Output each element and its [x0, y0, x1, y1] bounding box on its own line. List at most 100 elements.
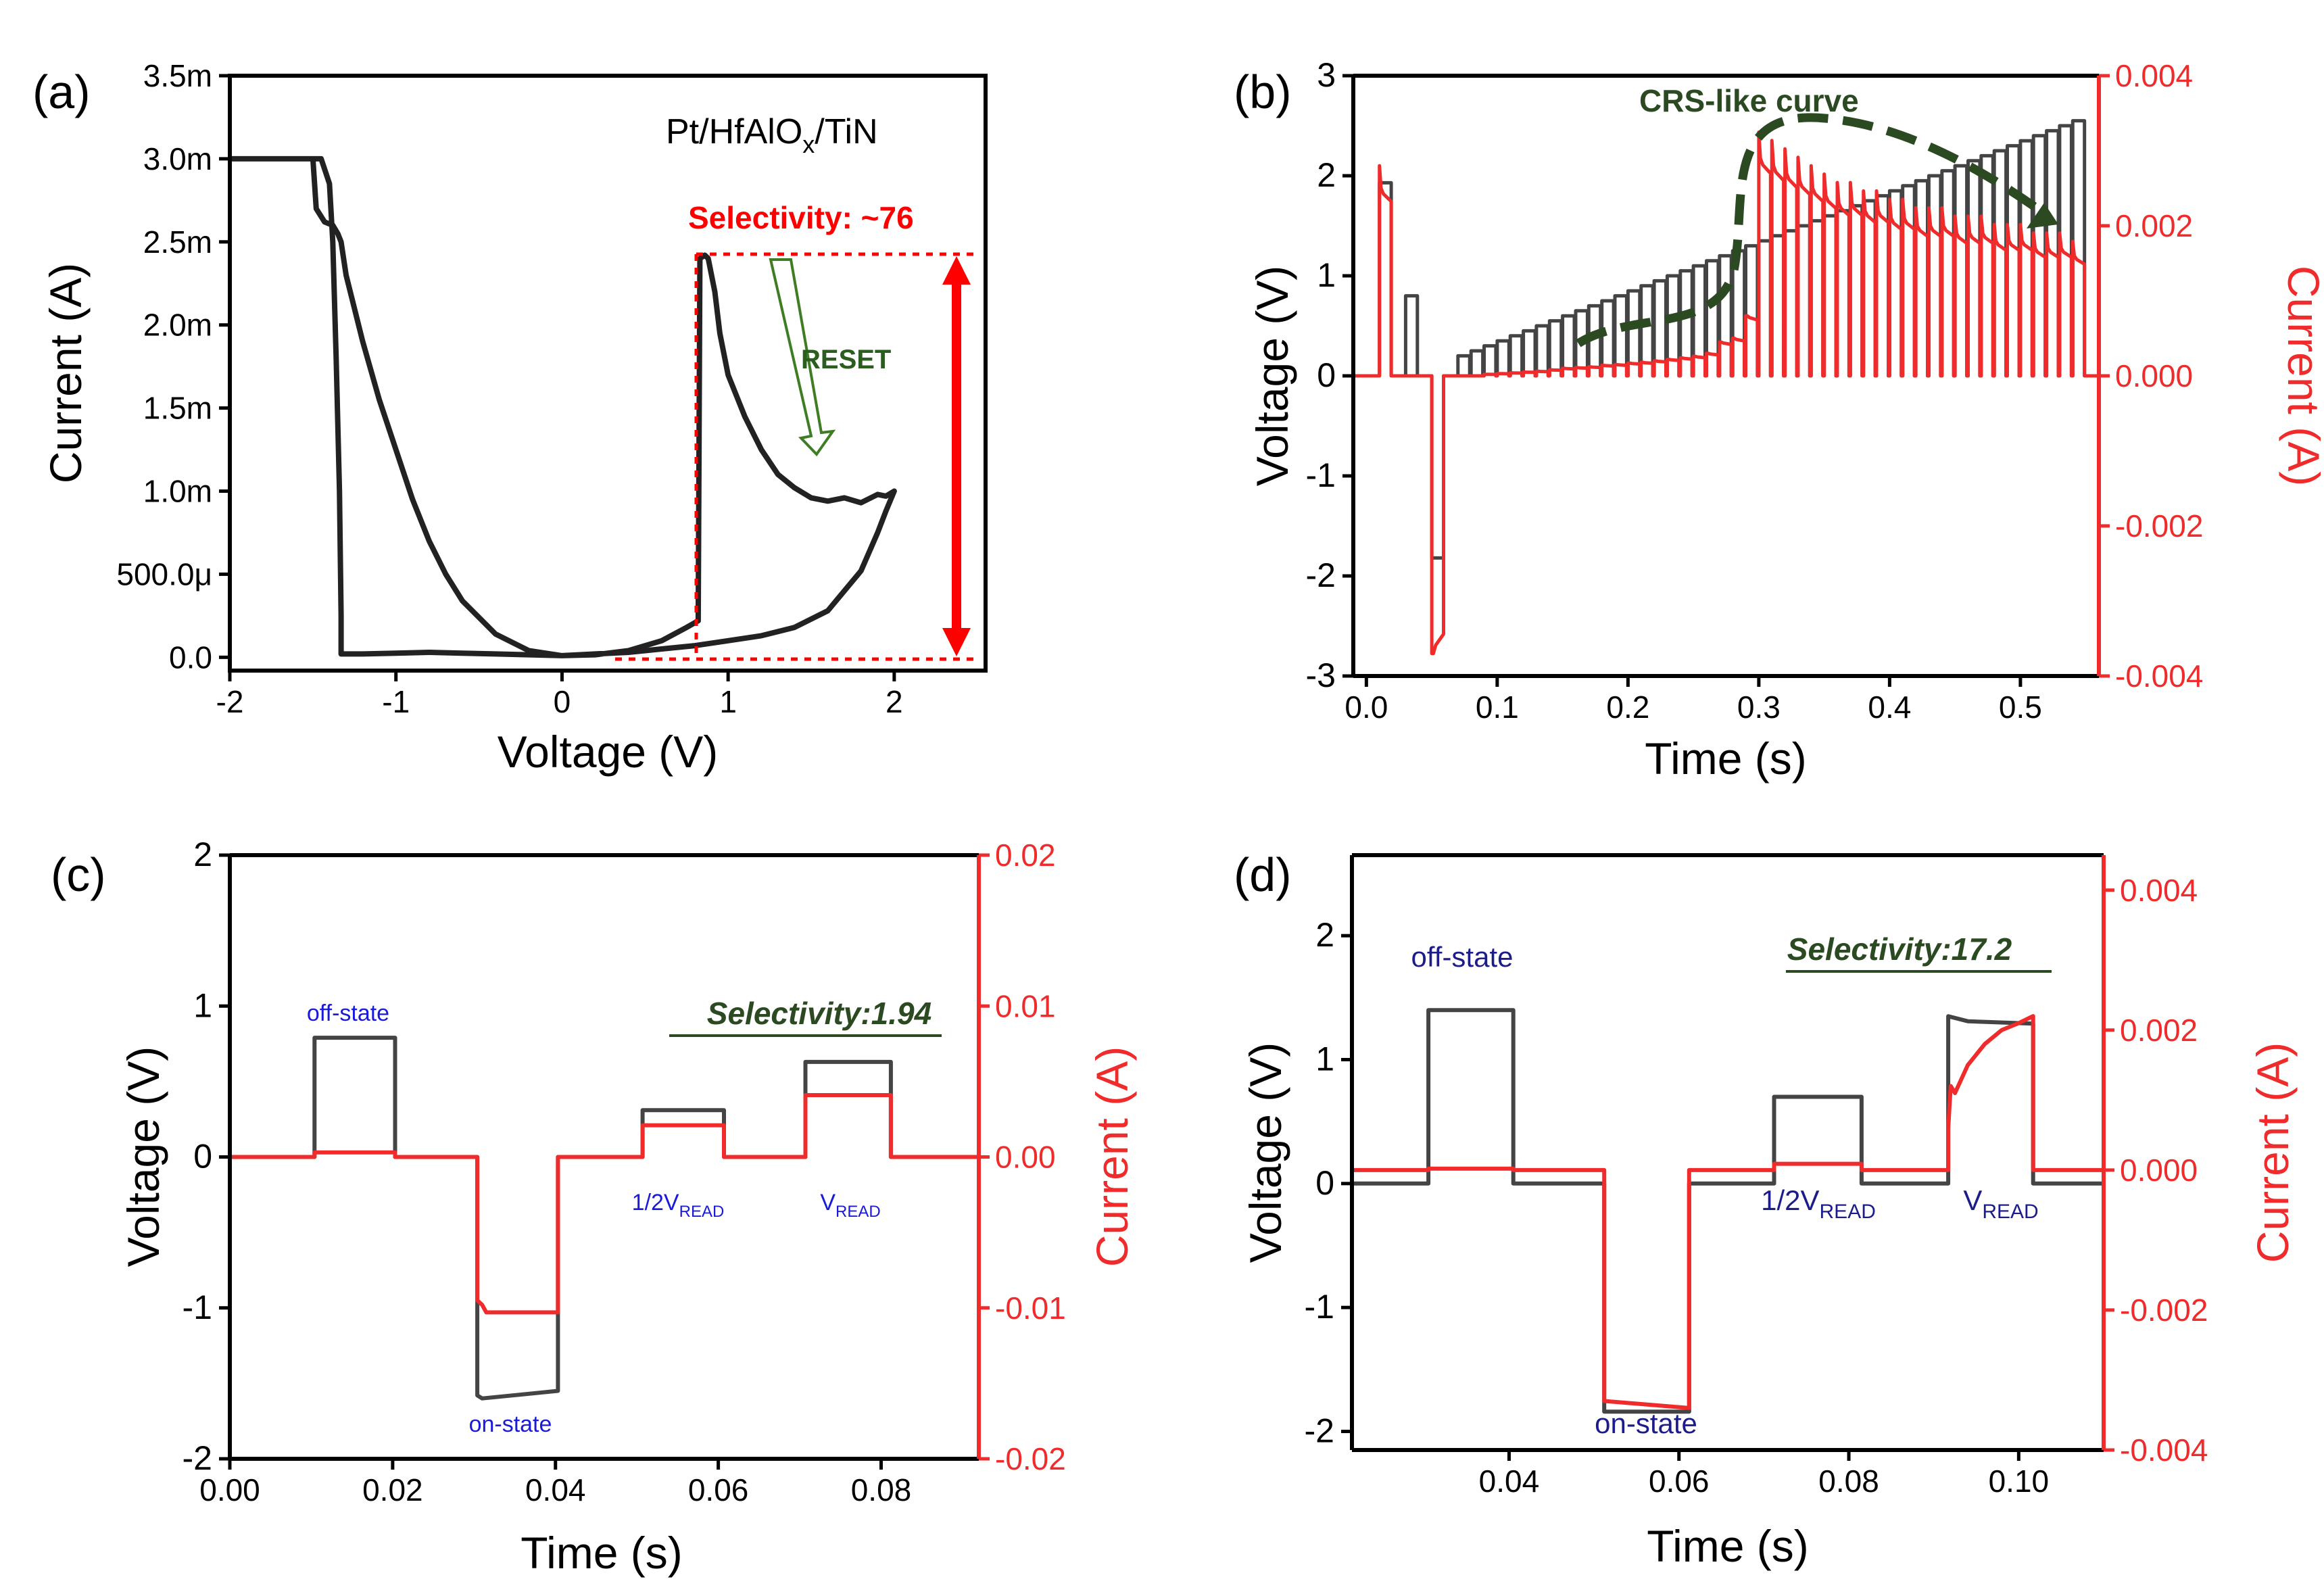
- panel-b-crs-label: CRS-like curve: [1639, 83, 1859, 118]
- panel-a: (a) -2 -1 0 1 2 0.0 500.0μ 1.0m 1.5m 2.0m 2.5m 3.0m…: [32, 58, 988, 777]
- panel-a-plot: [230, 155, 897, 658]
- panel-c-ytick-right-label: -0.01: [995, 1290, 1066, 1326]
- panel-d-ytick-right-label: -0.004: [2120, 1432, 2208, 1468]
- panel-c-xlabel: Time (s): [521, 1528, 683, 1578]
- panel-b-xtick-label: 0.2: [1606, 690, 1649, 725]
- panel-b-xtick-label: 0.4: [1868, 690, 1911, 725]
- panel-c-ytick-label: 1: [193, 986, 212, 1024]
- panel-a-ytick-label: 2.0m: [143, 308, 212, 343]
- panel-b-ytick-right-label: 0.000: [2115, 358, 2193, 393]
- panel-b-plot: [1353, 119, 2099, 656]
- panel-d-ticks: 0.04 0.06 0.08 0.10 -2 -1 0 1 2 -0.004 -0.002 0.000…: [1305, 873, 2208, 1499]
- panel-a-ytick-label: 2.5m: [143, 224, 212, 260]
- panel-a-iv-curve: [230, 155, 897, 658]
- panel-b-ytick-label: 2: [1317, 156, 1336, 194]
- panel-d-vread-label: VREAD: [1963, 1184, 2038, 1223]
- panel-b-crs-arrow: [1576, 113, 2051, 347]
- panel-a-reset-label: RESET: [801, 345, 891, 375]
- panel-c-ytick-right-label: -0.02: [995, 1441, 1066, 1476]
- panel-c: (c) 0.00 0.02 0.04 0.06 0.08 -2 -1 0 1 2 -0.02 -0.0…: [51, 836, 1137, 1578]
- panel-c-ylabel-left: Voltage (V): [118, 1046, 168, 1267]
- panel-a-ytick-label: 1.0m: [143, 474, 212, 509]
- panel-b-current-series: [1353, 130, 2099, 656]
- panel-b: (b) 0.0 0.1 0.2 0.3 0.4 0.5 -3 -2 -1 0 1 2 3 -0.004 -0…: [1234, 56, 2324, 783]
- panel-a-device: Pt/HfAlOx/TiN: [666, 112, 878, 158]
- panel-d-ytick-label: -2: [1305, 1412, 1334, 1450]
- panel-c-current-series: [230, 1093, 979, 1315]
- panel-c-ytick-right-label: 0.01: [995, 988, 1056, 1023]
- panel-b-voltage-series: [1353, 119, 2099, 560]
- panel-d-xtick-label: 0.04: [1479, 1464, 1540, 1499]
- panel-c-xtick-label: 0.02: [362, 1472, 423, 1507]
- panel-c-label: (c): [51, 848, 106, 901]
- panel-c-off-label: off-state: [307, 1000, 389, 1026]
- panel-d-current-series: [1352, 1014, 2104, 1410]
- panel-d-half-vread-label: 1/2VREAD: [1761, 1184, 1876, 1223]
- panel-b-ytick-label: 0: [1317, 356, 1336, 394]
- panel-b-label: (b): [1234, 66, 1292, 118]
- panel-b-ytick-label: -3: [1306, 656, 1336, 694]
- panel-b-crs-arrowhead: [2027, 203, 2058, 228]
- panel-c-ytick-right-label: 0.02: [995, 838, 1056, 873]
- panel-a-ytick-label: 1.5m: [143, 391, 212, 426]
- panel-b-ticks: 0.0 0.1 0.2 0.3 0.4 0.5 -3 -2 -1 0 1 2 3 -0.004 -0.002…: [1306, 56, 2204, 725]
- panel-a-selectivity: Selectivity: ~76: [688, 200, 914, 235]
- panel-c-ytick-right-label: 0.00: [995, 1140, 1056, 1175]
- panel-b-ytick-label: 3: [1317, 56, 1336, 94]
- panel-c-xtick-label: 0.00: [199, 1472, 260, 1507]
- panel-c-xtick-label: 0.06: [688, 1472, 749, 1507]
- panel-d-ylabel-right: Current (A): [2248, 1042, 2298, 1263]
- panel-b-xtick-label: 0.1: [1476, 690, 1519, 725]
- panel-d-xlabel: Time (s): [1647, 1521, 1809, 1571]
- panel-d-ytick-right-label: 0.000: [2120, 1153, 2198, 1188]
- panel-b-ytick-right-label: 0.002: [2115, 208, 2193, 243]
- panel-d-xtick-label: 0.10: [1989, 1464, 2050, 1499]
- panel-a-reset-arrow: [769, 258, 836, 457]
- panel-d: (d) 0.04 0.06 0.08 0.10-2-1012-0.004-0.0020…: [1234, 848, 2298, 1571]
- panel-c-ytick-label: -2: [183, 1439, 212, 1477]
- panel-a-xlabel: Voltage (V): [498, 727, 719, 777]
- panel-a-xtick-label: 0: [554, 684, 571, 719]
- panel-a-label: (a): [32, 66, 91, 118]
- panel-c-ytick-label: 2: [193, 836, 212, 873]
- panel-a-xtick-label: -2: [216, 684, 244, 719]
- panel-d-ytick-right-label: 0.004: [2120, 873, 2198, 908]
- panel-d-selectivity: Selectivity:17.2: [1787, 932, 2012, 967]
- panel-a-xtick-label: -1: [382, 684, 410, 719]
- panel-a-ylabel: Current (A): [41, 263, 91, 483]
- panel-c-xtick-label: 0.04: [525, 1472, 586, 1507]
- panel-d-voltage-series: [1352, 1008, 2104, 1414]
- panel-d-on-label: on-state: [1595, 1407, 1697, 1439]
- panel-a-ticks: -2 -1 0 1 2 0.0 500.0μ 1.0m 1.5m 2.0m 2.5m 3.0m 3.5m: [116, 58, 902, 719]
- panel-a-xtick-label: 2: [886, 684, 903, 719]
- panel-d-ytick-label: 0: [1315, 1164, 1334, 1202]
- panel-a-ytick-label: 0.0: [169, 639, 212, 675]
- panel-c-plot: [230, 1036, 979, 1401]
- panel-b-ytick-right-label: -0.004: [2115, 658, 2203, 694]
- panel-a-ytick-label: 500.0μ: [116, 556, 212, 591]
- panel-c-xtick-label: 0.08: [851, 1472, 912, 1507]
- panel-c-ytick-label: -1: [183, 1288, 212, 1326]
- panel-c-ytick-label: 0: [193, 1138, 212, 1176]
- panel-d-ytick-label: 1: [1315, 1040, 1334, 1078]
- panel-a-ytick-label: 3.0m: [143, 141, 212, 176]
- panel-d-off-label: off-state: [1411, 941, 1514, 973]
- panel-d-ylabel-left: Voltage (V): [1240, 1042, 1290, 1263]
- panel-d-ytick-right-label: -0.002: [2120, 1293, 2208, 1328]
- panel-b-ylabel-right: Current (A): [2279, 266, 2324, 486]
- panel-b-ytick-label: 1: [1317, 256, 1336, 294]
- panel-a-ytick-label: 3.5m: [143, 58, 212, 93]
- panel-d-xtick-label: 0.08: [1818, 1464, 1879, 1499]
- panel-d-xtick-label: 0.06: [1649, 1464, 1710, 1499]
- panel-b-xtick-label: 0.5: [1999, 690, 2042, 725]
- panel-d-ytick-label: -1: [1305, 1288, 1334, 1326]
- panel-d-label: (d): [1234, 848, 1292, 901]
- panel-b-xtick-label: 0.3: [1737, 690, 1781, 725]
- panel-a-xtick-label: 1: [719, 684, 737, 719]
- panel-d-plot: [1352, 1008, 2104, 1414]
- panel-b-xlabel: Time (s): [1645, 733, 1807, 783]
- panel-b-ytick-right-label: -0.002: [2115, 508, 2203, 544]
- panel-c-selectivity: Selectivity:1.94: [707, 996, 931, 1031]
- panel-d-ytick-right-label: 0.002: [2120, 1013, 2198, 1048]
- panel-b-ytick-label: -2: [1306, 556, 1336, 594]
